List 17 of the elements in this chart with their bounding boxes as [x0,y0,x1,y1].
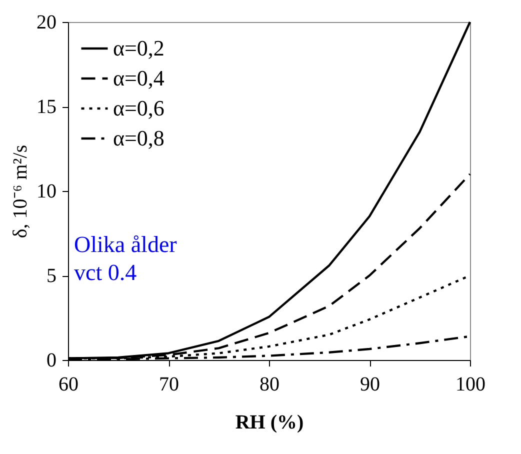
y-tick-label: 5 [46,265,56,287]
y-tick-label: 15 [36,96,56,118]
legend-label: α=0,6 [113,96,164,120]
legend-label: α=0,4 [113,66,164,90]
x-tick-label: 60 [58,374,78,396]
x-tick-label: 70 [159,374,179,396]
x-tick-label: 100 [456,374,486,396]
x-axis-title: RH (%) [235,412,304,434]
x-tick-label: 80 [260,374,280,396]
y-tick-label: 0 [46,350,56,372]
legend-label: α=0,2 [113,36,164,60]
y-tick-label: 20 [36,12,56,34]
x-tick-label: 90 [360,374,380,396]
y-tick-label: 10 [36,180,56,202]
y-axis-title: δ, 10⁻⁶ m²/s [10,144,32,238]
legend-label: α=0,8 [113,126,164,150]
annotation: Olika ålder vct 0.4 [74,232,178,285]
